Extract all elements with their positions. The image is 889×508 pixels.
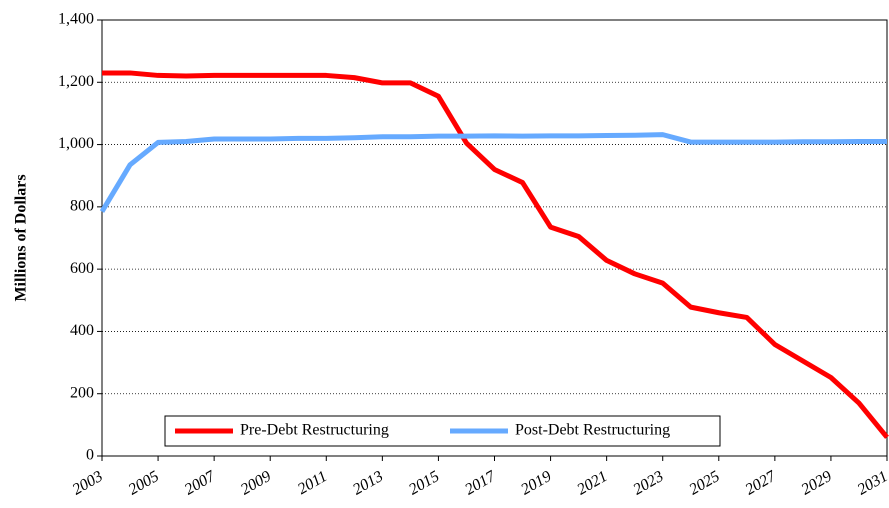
y-tick-label: 600 [70, 260, 94, 277]
series-line [102, 70, 889, 439]
x-tick-label: 2031 [855, 468, 889, 499]
legend-box [164, 415, 721, 447]
x-tick-label: 2009 [238, 468, 274, 499]
series-line [99, 132, 887, 213]
legend-label: Post-Debt Restructuring [515, 422, 670, 439]
plot-frame [101, 19, 888, 457]
y-axis-label: Millions of Dollars [13, 174, 30, 301]
y-tick-label: 400 [70, 322, 94, 339]
y-tick-label: 200 [70, 384, 94, 401]
x-tick-label: 2005 [126, 468, 162, 499]
x-tick-label: 2011 [295, 468, 330, 498]
x-tick-label: 2015 [406, 468, 442, 499]
x-tick-label: 2023 [630, 468, 666, 499]
y-tick-label: 1,400 [58, 11, 94, 28]
x-tick-label: 2021 [574, 468, 610, 499]
x-tick-label: 2029 [799, 468, 835, 499]
x-tick-label: 2007 [182, 467, 219, 498]
x-tick-label: 2025 [686, 468, 722, 499]
legend-label: Pre-Debt Restructuring [240, 422, 389, 439]
x-tick-label: 2019 [518, 468, 554, 499]
x-tick-label: 2027 [742, 467, 779, 498]
y-tick-label: 1,000 [58, 135, 94, 152]
x-tick-label: 2003 [70, 468, 106, 499]
x-tick-label: 2017 [462, 467, 499, 498]
x-tick-label: 2013 [350, 468, 386, 499]
y-tick-label: 1,200 [58, 73, 94, 90]
y-tick-label: 0 [86, 447, 94, 464]
y-tick-label: 800 [70, 198, 94, 215]
